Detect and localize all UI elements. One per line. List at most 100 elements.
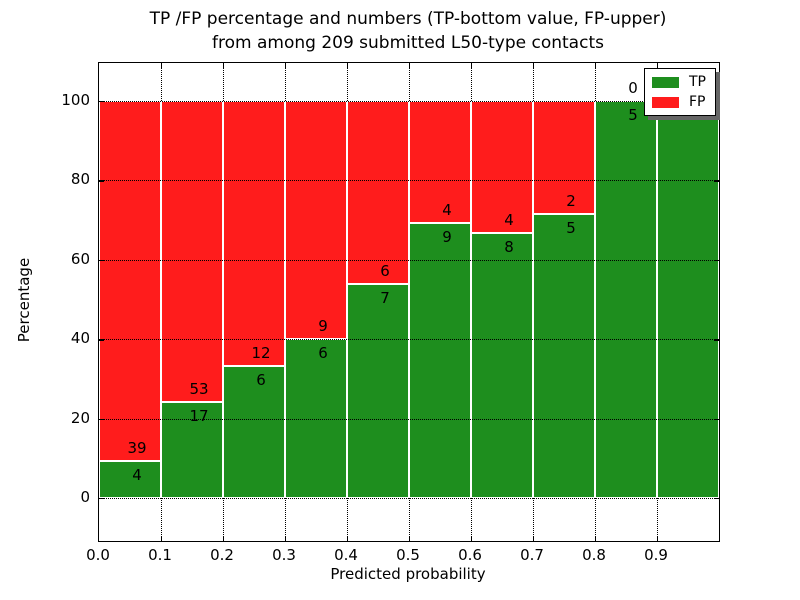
x-tick-mark	[471, 536, 473, 541]
bar-segment-fp	[471, 101, 533, 234]
bar-segment-tp	[533, 214, 595, 498]
h-gridline	[99, 339, 719, 341]
fp-count-label: 4	[442, 201, 452, 220]
chart-title-line2: from among 209 submitted L50-type contac…	[212, 33, 604, 53]
y-tick-label: 0	[80, 488, 90, 506]
tp-count-label: 17	[189, 406, 209, 425]
y-tick-mark	[714, 418, 719, 420]
h-gridline	[99, 498, 719, 499]
legend-item-fp: FP	[652, 94, 706, 110]
legend: TP FP	[644, 68, 716, 116]
bar-segment-fp	[533, 101, 595, 215]
x-tick-mark	[409, 536, 411, 541]
h-gridline	[99, 259, 719, 261]
y-tick-label: 20	[70, 408, 90, 427]
fp-count-label: 4	[504, 211, 514, 230]
legend-label-fp: FP	[689, 94, 706, 110]
h-gridline	[99, 101, 719, 102]
legend-label-tp: TP	[689, 74, 706, 90]
fp-count-label: 39	[127, 439, 147, 458]
bar-segment-tp	[99, 461, 161, 498]
tp-count-label: 4	[132, 466, 142, 485]
tp-count-label: 7	[380, 289, 390, 308]
bar-segment-tp	[471, 233, 533, 498]
bar-segment-fp	[161, 101, 223, 402]
x-tick-mark	[595, 63, 597, 68]
x-tick-label: 0.4	[334, 546, 358, 564]
x-tick-mark	[223, 536, 225, 541]
x-tick-mark	[657, 536, 659, 541]
x-tick-label: 0.2	[210, 546, 234, 564]
y-tick-mark	[99, 101, 104, 103]
y-tick-mark	[714, 498, 719, 500]
y-tick-mark	[99, 418, 104, 420]
x-tick-label: 0.3	[272, 546, 296, 564]
tp-count-label: 6	[318, 344, 328, 363]
tp-count-label: 9	[442, 228, 452, 247]
tp-count-label: 6	[256, 370, 266, 389]
h-gridline	[99, 418, 719, 420]
y-tick-mark	[99, 259, 104, 262]
bar-segment-tp	[657, 101, 719, 498]
x-tick-mark	[409, 63, 411, 68]
bar-segment-fp	[223, 101, 285, 366]
fp-count-label: 9	[318, 317, 328, 336]
bar-segment-tp	[161, 401, 223, 498]
bar-segment-fp	[409, 101, 471, 224]
x-axis-label: Predicted probability	[330, 565, 486, 583]
y-tick-mark	[714, 339, 719, 341]
x-tick-mark	[533, 63, 535, 68]
x-tick-mark	[471, 63, 473, 68]
bar-segment-tp	[347, 284, 409, 498]
bar-segment-tp	[595, 101, 657, 498]
fp-count-label: 0	[628, 79, 638, 97]
x-tick-mark	[533, 536, 535, 541]
y-tick-mark	[99, 498, 104, 500]
y-axis-label: Percentage	[15, 257, 33, 343]
bar-segment-fp	[285, 101, 347, 340]
bar-segment-fp	[99, 101, 161, 462]
x-tick-mark	[285, 63, 287, 68]
bar-segment-tp	[409, 223, 471, 498]
fp-count-label: 2	[566, 192, 576, 211]
plot-area: TP FP 3945317126966749482505013	[98, 62, 720, 542]
fp-count-label: 6	[380, 262, 390, 281]
x-tick-mark	[161, 63, 163, 68]
y-tick-mark	[99, 339, 104, 341]
x-tick-label: 0.8	[582, 546, 606, 564]
legend-item-tp: TP	[652, 74, 706, 90]
x-tick-label: 0.7	[520, 546, 544, 564]
x-tick-label: 0.5	[396, 546, 420, 564]
y-tick-label: 100	[61, 91, 90, 109]
x-tick-mark	[347, 536, 349, 541]
fp-count-label: 53	[189, 379, 209, 398]
h-gridline	[99, 180, 719, 182]
fp-swatch-icon	[652, 96, 679, 108]
x-tick-label: 0.6	[458, 546, 482, 564]
x-tick-mark	[657, 63, 659, 68]
chart-title-line1: TP /FP percentage and numbers (TP-bottom…	[149, 9, 667, 29]
bar-segment-fp	[347, 101, 409, 285]
x-tick-mark	[161, 536, 163, 541]
x-tick-label: 0.0	[86, 546, 110, 564]
bar-segment-tp	[223, 365, 285, 498]
y-tick-mark	[99, 180, 104, 182]
y-tick-label: 80	[70, 170, 90, 189]
x-tick-mark	[223, 63, 225, 68]
y-tick-label: 40	[70, 329, 90, 348]
tp-swatch-icon	[652, 76, 679, 88]
tp-count-label: 5	[628, 106, 638, 124]
y-tick-mark	[714, 101, 719, 103]
x-tick-mark	[595, 536, 597, 541]
y-tick-mark	[714, 180, 719, 182]
x-tick-label: 0.9	[644, 546, 668, 564]
fp-count-label: 12	[251, 343, 271, 362]
bar-segment-tp	[285, 339, 347, 498]
x-tick-mark	[285, 536, 287, 541]
x-tick-label: 0.1	[148, 546, 172, 564]
y-tick-label: 60	[70, 249, 90, 268]
y-tick-mark	[714, 259, 719, 262]
x-tick-mark	[347, 63, 349, 68]
tp-count-label: 5	[566, 219, 576, 238]
